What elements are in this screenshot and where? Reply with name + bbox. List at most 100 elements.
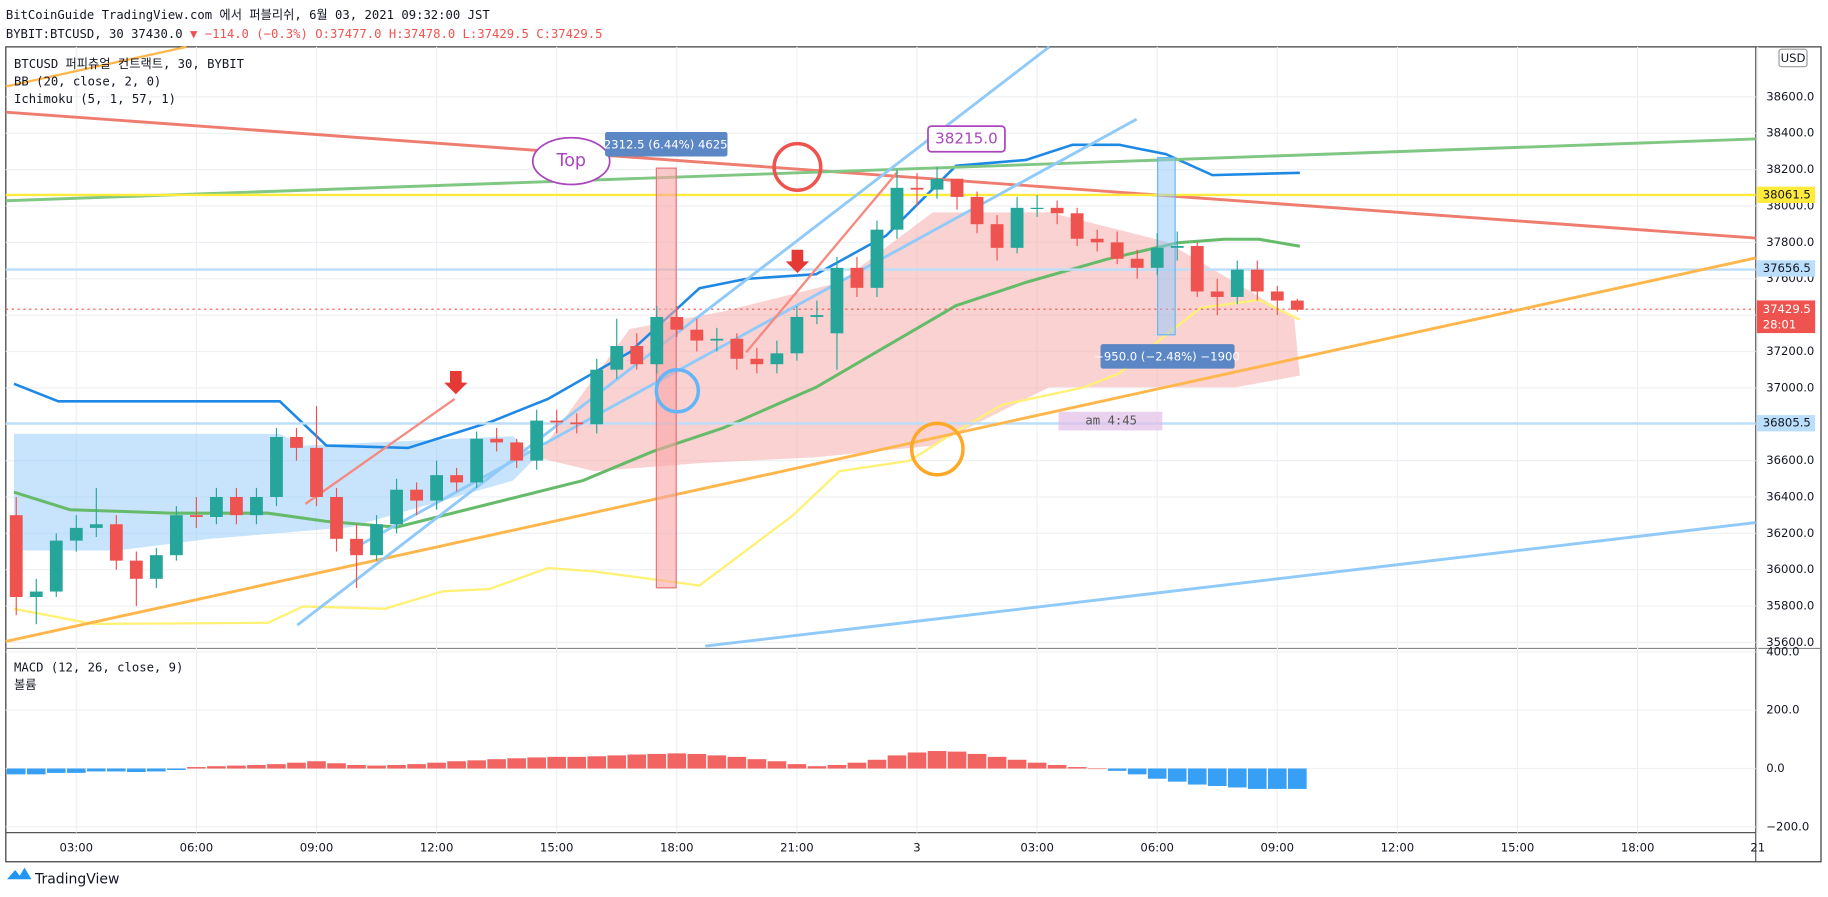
macd-bar: [807, 766, 827, 769]
y-tick-label: 37200.0: [1766, 344, 1814, 358]
candle-body: [670, 316, 684, 330]
candle-body: [109, 524, 123, 561]
macd-bar: [687, 753, 707, 769]
macd-bar: [747, 759, 767, 769]
candle-body: [430, 475, 444, 501]
macd-bar: [127, 768, 146, 773]
candle-body: [570, 422, 584, 425]
macd-bar: [267, 764, 286, 769]
candle-body: [1190, 246, 1204, 292]
price: 37430.0: [131, 27, 183, 41]
macd-bar: [507, 758, 526, 769]
x-tick-label: 12:00: [1381, 840, 1415, 854]
candle-body: [530, 420, 544, 461]
candle-body: [450, 475, 464, 483]
macd-bar: [1288, 768, 1307, 789]
macd-bar: [427, 762, 446, 769]
macd-bar: [887, 755, 907, 769]
currency: USD: [1781, 51, 1806, 65]
macd-bar: [26, 768, 46, 775]
candle-body: [250, 496, 263, 516]
candle-body: [149, 555, 163, 579]
macd-bar: [827, 765, 847, 769]
macd-bar: [1027, 762, 1047, 769]
candle-body: [69, 527, 83, 541]
x-tick-label: 06:00: [180, 840, 214, 854]
candle-body: [1050, 207, 1064, 214]
macd-bar: [987, 756, 1007, 769]
y-tick-label: 36000.0: [1766, 562, 1814, 576]
y-tick-label: 38600.0: [1766, 89, 1814, 103]
macd-bar: [447, 761, 466, 769]
macd-bar: [867, 759, 887, 769]
y-tick-label: 35600.0: [1766, 635, 1814, 649]
macd-bar: [587, 756, 607, 769]
macd-bar: [407, 764, 426, 769]
macd-bar: [1187, 768, 1207, 785]
macd-bar: [367, 765, 386, 769]
level-label: 36805.5: [1763, 416, 1811, 430]
candle-body: [650, 316, 664, 365]
candle-body: [590, 369, 604, 425]
macd-bar: [667, 753, 687, 769]
y-tick-label: 35800.0: [1766, 599, 1814, 613]
macd-bar: [627, 754, 647, 769]
candle-body: [89, 524, 103, 528]
candle-body: [950, 178, 964, 197]
y-tick-label: 38400.0: [1766, 126, 1814, 140]
macd-bar: [727, 756, 747, 769]
y-tick-label: 36600.0: [1766, 453, 1814, 467]
candle-body: [770, 353, 784, 365]
macd-bar: [567, 756, 587, 769]
y-tick-label: 400.0: [1766, 644, 1799, 658]
x-tick-label: 3: [913, 840, 920, 854]
candle-body: [870, 229, 884, 288]
macd-bar: [1067, 767, 1087, 769]
macd-bar: [767, 761, 787, 769]
candle-body: [1290, 300, 1304, 310]
x-tick-label: 12:00: [420, 840, 454, 854]
macd-bar: [607, 755, 627, 769]
candle-body: [830, 267, 844, 334]
candle-body: [750, 358, 764, 365]
legend: 볼륨: [14, 678, 37, 692]
x-tick-label: 21:00: [780, 840, 814, 854]
macd-bar: [487, 759, 506, 769]
y-tick-label: −200.0: [1766, 819, 1809, 833]
x-tick-label: 03:00: [1020, 840, 1054, 854]
macd-bar: [307, 761, 326, 769]
candle-body: [930, 178, 944, 190]
macd-bar: [247, 765, 266, 769]
last-price-badge: [1756, 300, 1816, 334]
indicators: [5, 45, 1757, 648]
x-tick-label: 09:00: [1261, 840, 1295, 854]
candle-body: [29, 591, 43, 598]
candle-body: [610, 346, 624, 370]
macd-bar: [207, 766, 226, 769]
x-tick-label: 18:00: [660, 840, 694, 854]
candle-body: [230, 496, 243, 516]
candle-body: [1270, 291, 1284, 301]
macd-bar: [1127, 768, 1147, 775]
candle-body: [850, 267, 864, 288]
macd-bar: [106, 768, 126, 772]
macd-bar: [147, 768, 166, 772]
candle-body: [350, 538, 363, 556]
level-badge: [1756, 260, 1816, 277]
macd-bar: [1247, 768, 1267, 789]
candle-body: [1210, 291, 1224, 297]
candle-body: [690, 329, 704, 341]
candle-body: [710, 338, 724, 341]
candle-body: [1230, 269, 1244, 297]
annotation: −950.0 (−2.48%) −1900: [1094, 349, 1240, 363]
x-tick-label: 03:00: [60, 840, 94, 854]
candle-body: [370, 524, 383, 556]
candle-body: [49, 540, 63, 592]
candle-body: [490, 438, 504, 443]
candle-body: [390, 489, 403, 525]
macd-bar: [647, 753, 667, 769]
annotation: am 4:45: [1085, 414, 1137, 428]
candle-body: [730, 338, 744, 359]
macd-bar: [947, 751, 967, 769]
y-tick-label: 37000.0: [1766, 380, 1814, 394]
